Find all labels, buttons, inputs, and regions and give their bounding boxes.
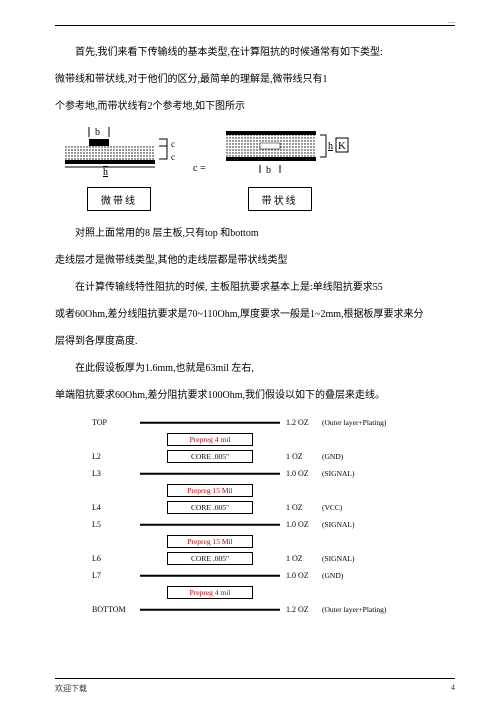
copper-weight: 1.0 OZ xyxy=(280,469,322,478)
stackup-row: L2 CORE .005" 1 OZ(GND) xyxy=(90,448,420,465)
prepreg-spec: Prepreg 15 Mil xyxy=(167,535,253,548)
label-K: K xyxy=(338,140,346,152)
copper-layer xyxy=(140,523,280,526)
layer-label: L2 xyxy=(90,452,140,461)
core-spec: CORE .005" xyxy=(167,552,253,565)
label-h: h xyxy=(103,167,108,178)
core-spec: CORE .005" xyxy=(167,450,253,463)
label-b: b xyxy=(95,127,100,138)
copper-weight: 1 OZ xyxy=(280,452,322,461)
para-5: 走线层才是微带线类型,其他的走线层都是带状线类型 xyxy=(55,252,455,269)
layer-label: L3 xyxy=(90,469,140,478)
copper-weight: 1.2 OZ xyxy=(280,605,322,614)
c-equals: c = xyxy=(193,163,206,174)
layer-note: (Outer layer+Plating) xyxy=(322,605,420,614)
stackup-row: Prepreg 4 mil xyxy=(90,431,420,448)
layer-note: (GND) xyxy=(322,452,420,461)
stackup-row: Prepreg 4 mil xyxy=(90,584,420,601)
stackup-center: CORE .005" xyxy=(140,448,280,465)
copper-weight: 1.2 OZ xyxy=(280,418,322,427)
layer-note: (SIGNAL) xyxy=(322,554,420,563)
stackup-row: L4 CORE .005" 1 OZ(VCC) xyxy=(90,499,420,516)
layer-note: (VCC) xyxy=(322,503,420,512)
stackup-center xyxy=(140,414,280,431)
stackup-center xyxy=(140,567,280,584)
stackup-row: TOP 1.2 OZ(Outer layer+Plating) xyxy=(90,414,420,431)
stackup-center: CORE .005" xyxy=(140,499,280,516)
stackup-center: Prepreg 4 mil xyxy=(140,431,280,448)
stackup-table: TOP1.2 OZ(Outer layer+Plating)Prepreg 4 … xyxy=(90,414,420,618)
copper-layer xyxy=(140,608,280,611)
copper-weight: 1.0 OZ xyxy=(280,571,322,580)
layer-label: L6 xyxy=(90,554,140,563)
para-10: 单端阻抗要求60Ohm,差分阻抗要求100Ohm,我们假设以如下的叠层来走线。 xyxy=(55,387,455,404)
layer-note: (GND) xyxy=(322,571,420,580)
label-c: c xyxy=(171,139,175,149)
label-b2: b xyxy=(266,165,271,176)
para-9: 在此假设板厚为1.6mm,也就是63mil 左右, xyxy=(55,360,455,377)
prepreg-spec: Prepreg 4 mil xyxy=(167,586,253,599)
copper-weight: 1 OZ xyxy=(280,554,322,563)
microstrip-svg: b c c h xyxy=(59,125,179,181)
layer-note: (SIGNAL) xyxy=(322,520,420,529)
footer: 欢迎下载 4 xyxy=(55,678,455,694)
copper-weight: 1.0 OZ xyxy=(280,520,322,529)
layer-label: L7 xyxy=(90,571,140,580)
copper-weight: 1 OZ xyxy=(280,503,322,512)
stackup-row: BOTTOM 1.2 OZ(Outer layer+Plating) xyxy=(90,601,420,618)
para-2: 微带线和带状线,对于他们的区分,最简单的理解是,微带线只有1 xyxy=(55,71,455,88)
stackup-row: L5 1.0 OZ(SIGNAL) xyxy=(90,516,420,533)
footer-page: 4 xyxy=(451,683,455,694)
stackup-row: L3 1.0 OZ(SIGNAL) xyxy=(90,465,420,482)
stripline-svg: h K b xyxy=(220,125,350,181)
stackup-row: Prepreg 15 Mil xyxy=(90,533,420,550)
para-6: 在计算传输线特性阻抗的时候, 主板阻抗要求基本上是:单线阻抗要求55 xyxy=(55,279,455,296)
core-spec: CORE .005" xyxy=(167,501,253,514)
stackup-center: Prepreg 4 mil xyxy=(140,584,280,601)
layer-label: BOTTOM xyxy=(90,605,140,614)
layer-note: (Outer layer+Plating) xyxy=(322,418,420,427)
stackup-row: L6 CORE .005" 1 OZ(SIGNAL) xyxy=(90,550,420,567)
para-8: 层得到各厚度高度. xyxy=(55,333,455,350)
copper-layer xyxy=(140,472,280,475)
stackup-center: Prepreg 15 Mil xyxy=(140,533,280,550)
corner-tick: — xyxy=(448,18,455,26)
prepreg-spec: Prepreg 4 mil xyxy=(167,433,253,446)
page: — 首先,我们来看下传输线的基本类型,在计算阻抗的时候通常有如下类型: 微带线和… xyxy=(0,0,500,708)
para-3: 个参考地,而带状线有2个参考地,如下图所示 xyxy=(55,98,455,115)
para-7: 或者60Ohm,差分线阻抗要求是70~110Ohm,厚度要求一般是1~2mm,根… xyxy=(55,306,455,323)
para-1: 首先,我们来看下传输线的基本类型,在计算阻抗的时候通常有如下类型: xyxy=(55,44,455,61)
label-h2: h xyxy=(328,141,333,152)
stackup-row: L7 1.0 OZ(GND) xyxy=(90,567,420,584)
copper-layer xyxy=(140,421,280,424)
layer-label: L5 xyxy=(90,520,140,529)
label-c2: c xyxy=(171,152,175,162)
microstrip-block: b c c h 微带线 xyxy=(59,125,179,211)
stripline-caption: 带状线 xyxy=(248,187,312,211)
stackup-center xyxy=(140,465,280,482)
stackup-center xyxy=(140,601,280,618)
stackup-row: Prepreg 15 Mil xyxy=(90,482,420,499)
stripline-block: h K b 带状线 xyxy=(220,125,340,211)
para-4: 对照上面常用的8 层主板,只有top 和bottom xyxy=(55,225,455,242)
footer-left: 欢迎下载 xyxy=(55,683,87,694)
stackup-center: CORE .005" xyxy=(140,550,280,567)
figure-crosssections: b c c h 微带线 c = xyxy=(55,125,455,211)
layer-label: L4 xyxy=(90,503,140,512)
top-rule xyxy=(55,25,455,26)
prepreg-spec: Prepreg 15 Mil xyxy=(167,484,253,497)
layer-label: TOP xyxy=(90,418,140,427)
stackup-center xyxy=(140,516,280,533)
copper-layer xyxy=(140,574,280,577)
microstrip-caption: 微带线 xyxy=(87,187,151,211)
layer-note: (SIGNAL) xyxy=(322,469,420,478)
stackup-center: Prepreg 15 Mil xyxy=(140,482,280,499)
